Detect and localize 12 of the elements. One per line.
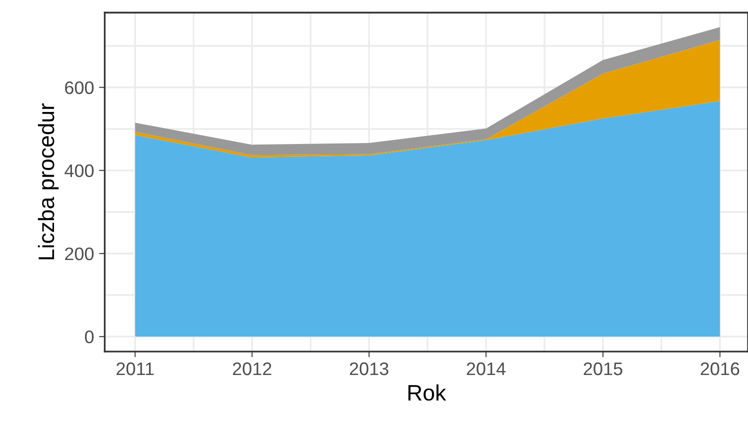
y-tick-label: 200 — [65, 247, 94, 260]
x-tick-label: 2011 — [116, 362, 154, 376]
y-axis-title: Liczba procedur — [38, 103, 59, 260]
x-tick-label: 2015 — [584, 362, 622, 376]
x-tick-label: 2013 — [350, 362, 388, 376]
x-tick-label: 2014 — [466, 362, 506, 376]
y-tick-label: 400 — [64, 164, 94, 178]
y-tick-label: 0 — [84, 330, 94, 344]
x-tick-label: 2012 — [232, 362, 272, 376]
x-axis-title: Rok — [408, 384, 446, 401]
y-tick-label: 600 — [65, 81, 94, 94]
x-tick-label: 2016 — [700, 362, 740, 376]
